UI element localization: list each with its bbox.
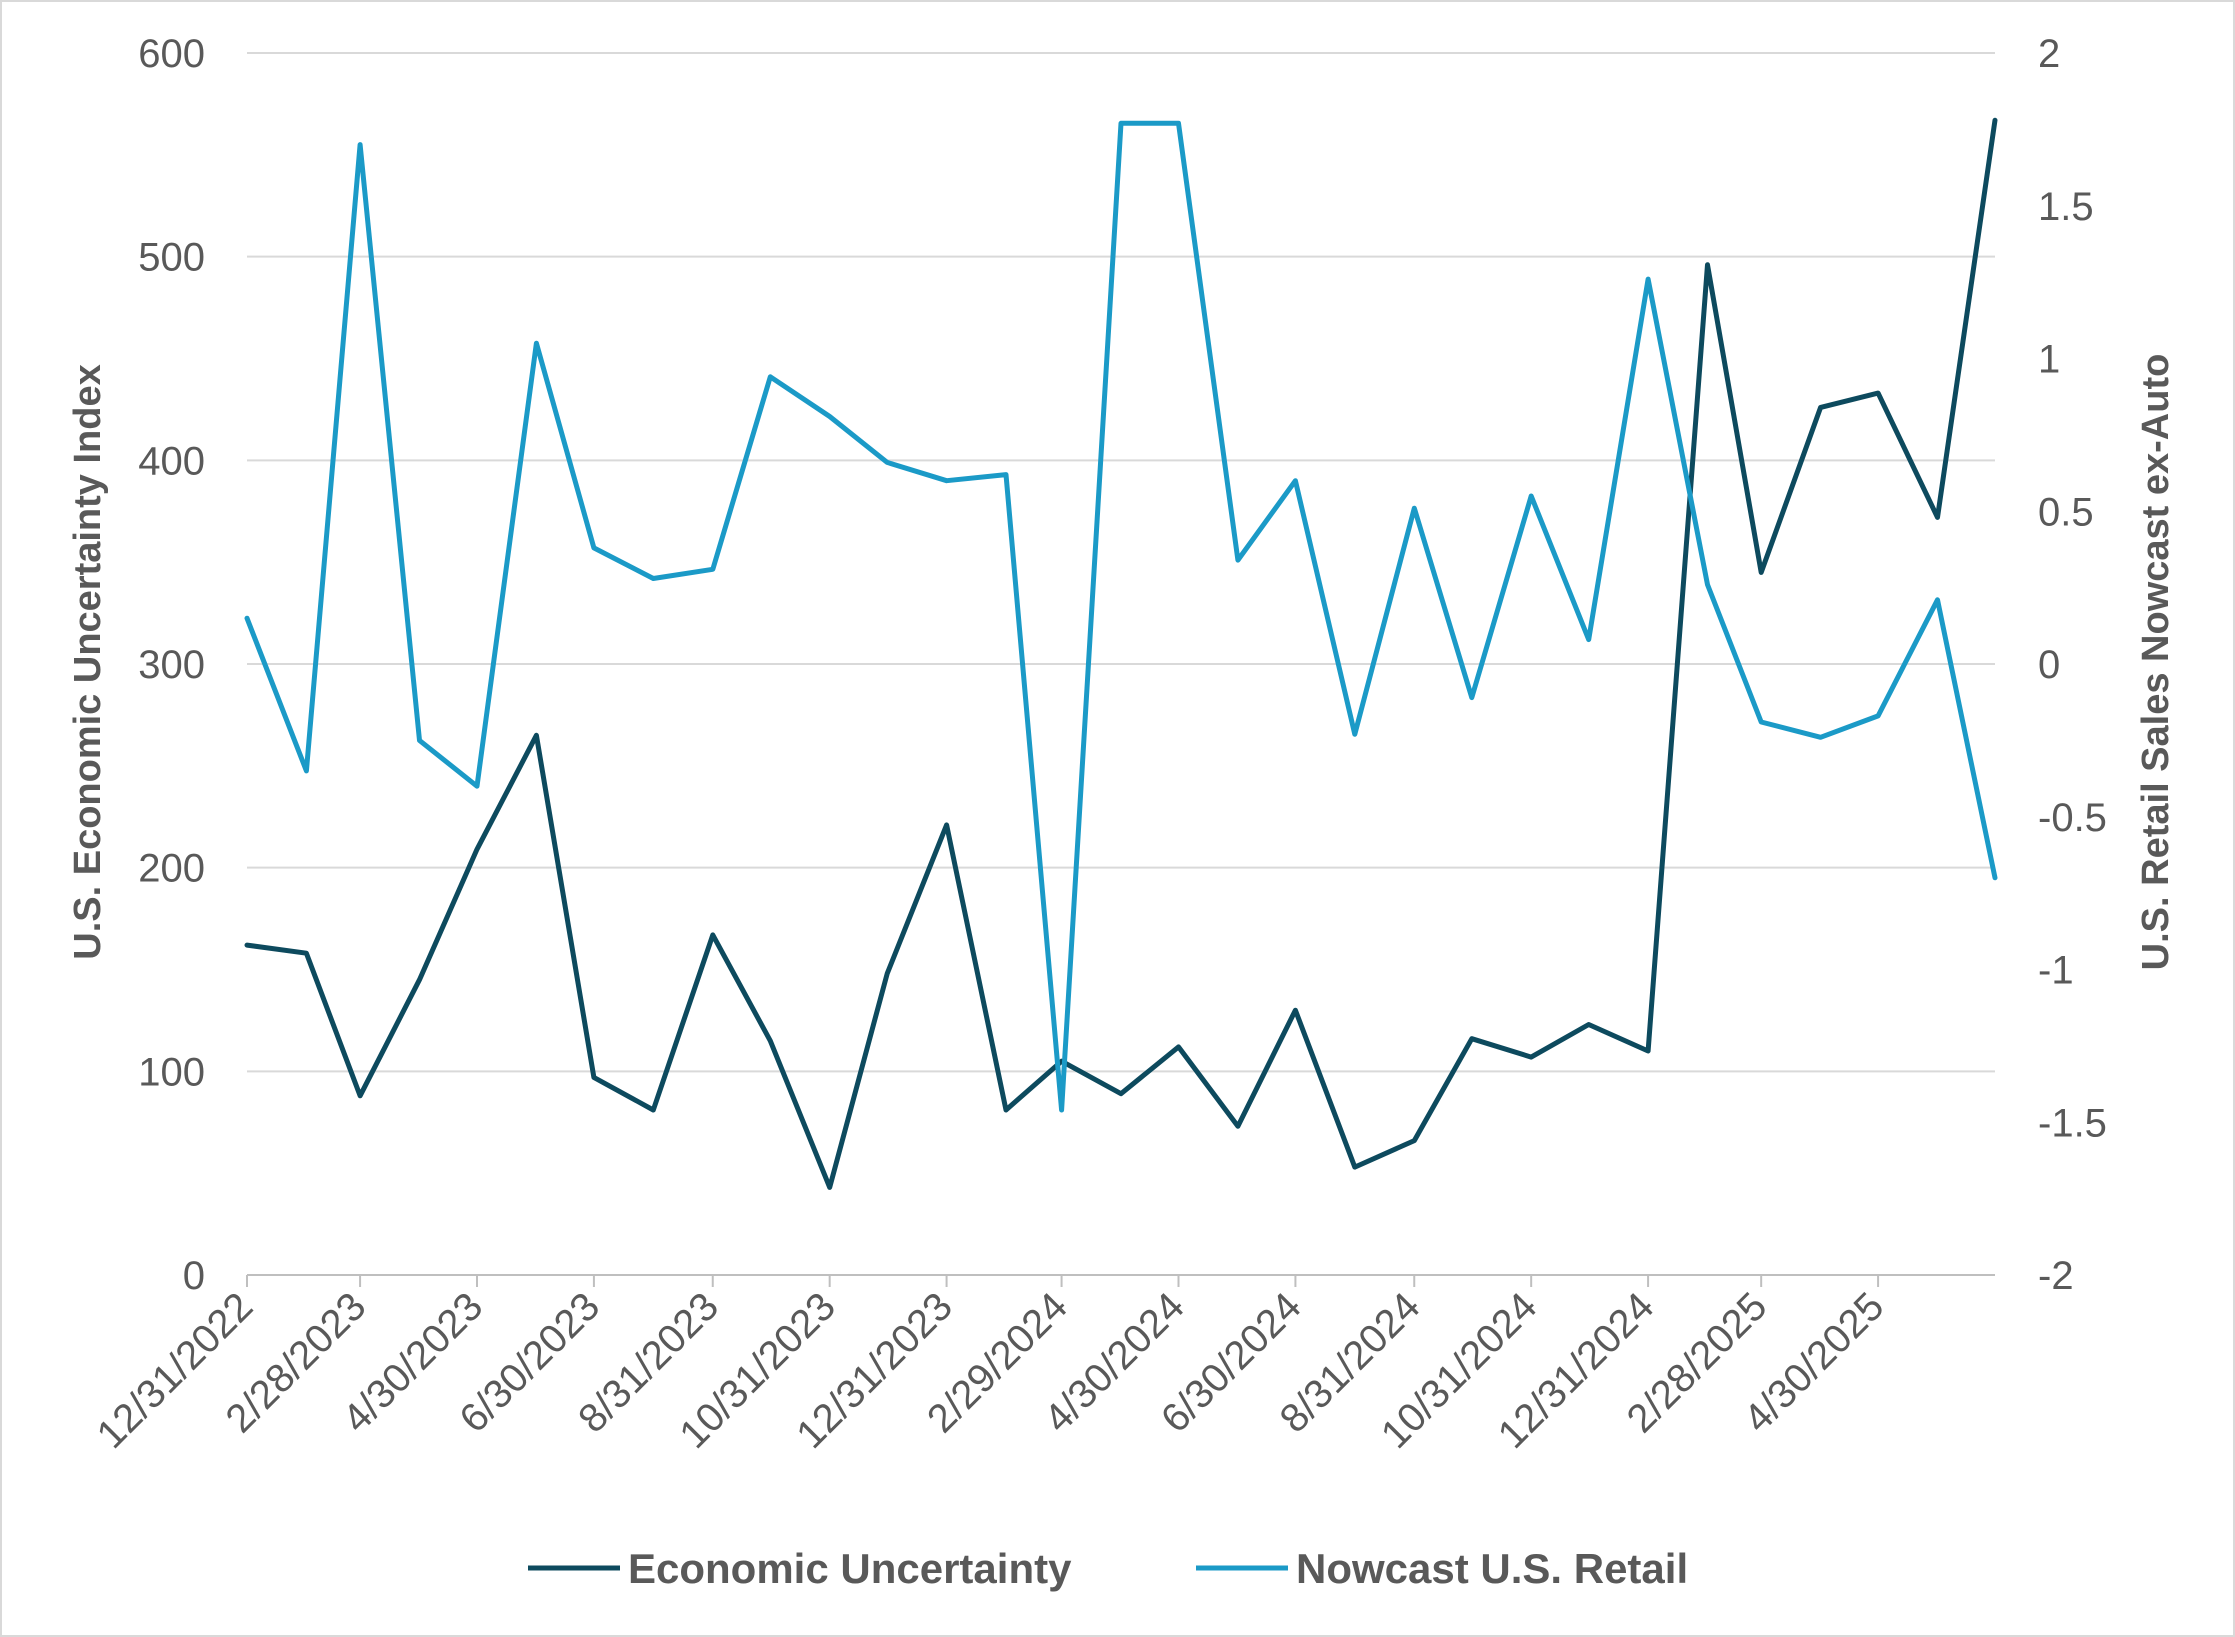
y-left-tick-label: 0: [183, 1254, 205, 1298]
y-right-axis-title: U.S. Retail Sales Nowcast ex-Auto: [2135, 354, 2177, 971]
x-tick-label: 12/31/2022: [89, 1284, 262, 1457]
legend-label-economic-uncertainty: Economic Uncertainty: [628, 1545, 1072, 1592]
y-left-tick-label: 300: [138, 643, 205, 687]
legend: Economic Uncertainty Nowcast U.S. Retail: [528, 1545, 1688, 1592]
y-right-tick-label: -0.5: [2038, 796, 2107, 840]
series-lines: [244, 117, 1998, 1190]
y-left-axis-title: U.S. Economic Uncertainty Index: [67, 364, 109, 959]
series-line-nowcast-us-retail: [244, 120, 1998, 1113]
series-line-economic-uncertainty: [244, 117, 1998, 1190]
legend-label-nowcast-us-retail: Nowcast U.S. Retail: [1296, 1545, 1688, 1592]
y-left-tick-label: 400: [138, 439, 205, 483]
y-right-tick-label: 1: [2038, 338, 2060, 382]
y-left-tick-label: 100: [138, 1050, 205, 1094]
y-right-tick-label: 2: [2038, 32, 2060, 76]
y-left-tick-label: 500: [138, 236, 205, 280]
y-left-tick-label: 200: [138, 847, 205, 891]
axes: 0 100 200 300 400 500 600 -2 -1.5 -1 -0.5 0 0.5 1 1.5 2…: [89, 32, 2107, 1457]
y-right-tick-label: -1.5: [2038, 1101, 2107, 1145]
y-right-tick-label: 0.5: [2038, 490, 2094, 534]
y-right-tick-label: 0: [2038, 643, 2060, 687]
y-left-tick-label: 600: [138, 32, 205, 76]
y-right-tick-label: -2: [2038, 1254, 2074, 1298]
y-right-tick-label: 1.5: [2038, 185, 2094, 229]
gridlines: [247, 52, 1995, 1073]
y-right-tick-label: -1: [2038, 949, 2074, 993]
